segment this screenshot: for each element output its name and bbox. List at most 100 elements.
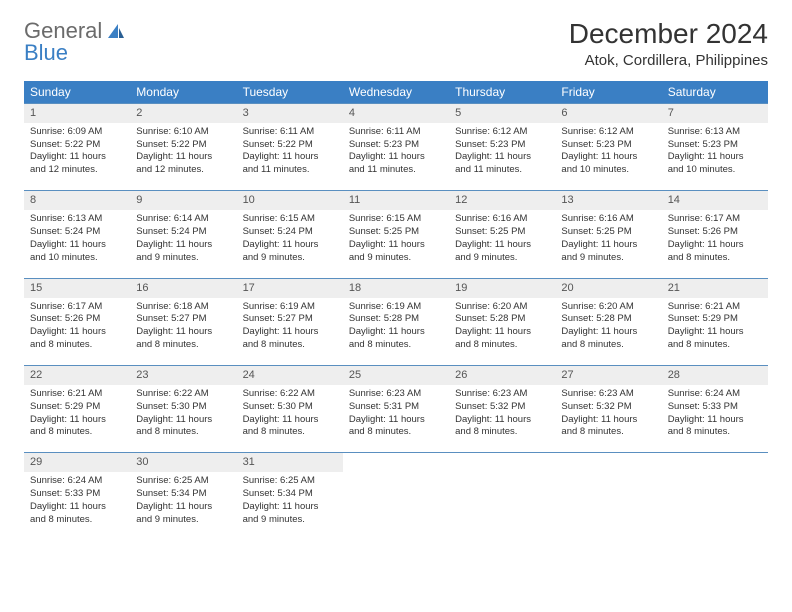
sunset-text: Sunset: 5:29 PM: [668, 313, 762, 326]
day-number: 13: [555, 191, 661, 210]
daylight-text: Daylight: 11 hours and 8 minutes.: [561, 414, 655, 440]
day-number: 17: [237, 278, 343, 297]
daylight-text: Daylight: 11 hours and 9 minutes.: [561, 239, 655, 265]
header: General December 2024 Atok, Cordillera, …: [24, 18, 768, 69]
daylight-text: Daylight: 11 hours and 8 minutes.: [349, 326, 443, 352]
weekday-header: Thursday: [449, 81, 555, 104]
day-number: 23: [130, 366, 236, 385]
day-number: 27: [555, 366, 661, 385]
sunset-text: Sunset: 5:27 PM: [243, 313, 337, 326]
sunrise-text: Sunrise: 6:23 AM: [455, 388, 549, 401]
sunset-text: Sunset: 5:28 PM: [349, 313, 443, 326]
sunrise-text: Sunrise: 6:19 AM: [349, 301, 443, 314]
logo-line2: Blue: [24, 40, 68, 66]
day-number: [449, 453, 555, 472]
sunrise-text: Sunrise: 6:22 AM: [136, 388, 230, 401]
sunset-text: Sunset: 5:33 PM: [668, 401, 762, 414]
sunset-text: Sunset: 5:22 PM: [30, 139, 124, 152]
location: Atok, Cordillera, Philippines: [569, 52, 768, 69]
day-number: 9: [130, 191, 236, 210]
daylight-text: Daylight: 11 hours and 8 minutes.: [668, 414, 762, 440]
weekday-header: Saturday: [662, 81, 768, 104]
day-cell: Sunrise: 6:11 AMSunset: 5:23 PMDaylight:…: [343, 123, 449, 191]
logo-text-2: Blue: [24, 40, 68, 66]
calendar-table: Sunday Monday Tuesday Wednesday Thursday…: [24, 81, 768, 540]
weekday-header: Monday: [130, 81, 236, 104]
sunrise-text: Sunrise: 6:15 AM: [243, 213, 337, 226]
daylight-text: Daylight: 11 hours and 9 minutes.: [243, 501, 337, 527]
day-cell: Sunrise: 6:20 AMSunset: 5:28 PMDaylight:…: [555, 298, 661, 366]
day-cell: Sunrise: 6:24 AMSunset: 5:33 PMDaylight:…: [24, 472, 130, 540]
day-number: 25: [343, 366, 449, 385]
daylight-text: Daylight: 11 hours and 8 minutes.: [349, 414, 443, 440]
daylight-text: Daylight: 11 hours and 9 minutes.: [455, 239, 549, 265]
sunset-text: Sunset: 5:23 PM: [455, 139, 549, 152]
day-number: 3: [237, 104, 343, 123]
sunrise-text: Sunrise: 6:17 AM: [30, 301, 124, 314]
sunset-text: Sunset: 5:23 PM: [668, 139, 762, 152]
sunset-text: Sunset: 5:26 PM: [668, 226, 762, 239]
day-cell: Sunrise: 6:23 AMSunset: 5:31 PMDaylight:…: [343, 385, 449, 453]
content-row: Sunrise: 6:24 AMSunset: 5:33 PMDaylight:…: [24, 472, 768, 540]
daylight-text: Daylight: 11 hours and 9 minutes.: [349, 239, 443, 265]
day-cell: Sunrise: 6:15 AMSunset: 5:24 PMDaylight:…: [237, 210, 343, 278]
daylight-text: Daylight: 11 hours and 8 minutes.: [30, 414, 124, 440]
daylight-text: Daylight: 11 hours and 8 minutes.: [561, 326, 655, 352]
daylight-text: Daylight: 11 hours and 8 minutes.: [668, 239, 762, 265]
day-cell: Sunrise: 6:21 AMSunset: 5:29 PMDaylight:…: [662, 298, 768, 366]
sunset-text: Sunset: 5:32 PM: [455, 401, 549, 414]
sunrise-text: Sunrise: 6:19 AM: [243, 301, 337, 314]
day-cell: Sunrise: 6:17 AMSunset: 5:26 PMDaylight:…: [662, 210, 768, 278]
day-cell: Sunrise: 6:16 AMSunset: 5:25 PMDaylight:…: [555, 210, 661, 278]
daylight-text: Daylight: 11 hours and 8 minutes.: [455, 326, 549, 352]
day-number: 31: [237, 453, 343, 472]
day-cell: Sunrise: 6:09 AMSunset: 5:22 PMDaylight:…: [24, 123, 130, 191]
sunset-text: Sunset: 5:33 PM: [30, 488, 124, 501]
day-cell: Sunrise: 6:13 AMSunset: 5:24 PMDaylight:…: [24, 210, 130, 278]
sunset-text: Sunset: 5:24 PM: [243, 226, 337, 239]
sunrise-text: Sunrise: 6:15 AM: [349, 213, 443, 226]
sunset-text: Sunset: 5:23 PM: [349, 139, 443, 152]
sunrise-text: Sunrise: 6:11 AM: [349, 126, 443, 139]
day-cell: Sunrise: 6:14 AMSunset: 5:24 PMDaylight:…: [130, 210, 236, 278]
day-cell: Sunrise: 6:19 AMSunset: 5:28 PMDaylight:…: [343, 298, 449, 366]
day-number: [555, 453, 661, 472]
sunrise-text: Sunrise: 6:13 AM: [30, 213, 124, 226]
daylight-text: Daylight: 11 hours and 8 minutes.: [455, 414, 549, 440]
day-cell: Sunrise: 6:22 AMSunset: 5:30 PMDaylight:…: [237, 385, 343, 453]
day-number: 8: [24, 191, 130, 210]
sunrise-text: Sunrise: 6:22 AM: [243, 388, 337, 401]
sunset-text: Sunset: 5:28 PM: [561, 313, 655, 326]
day-number: 2: [130, 104, 236, 123]
daylight-text: Daylight: 11 hours and 9 minutes.: [243, 239, 337, 265]
sunrise-text: Sunrise: 6:13 AM: [668, 126, 762, 139]
sunrise-text: Sunrise: 6:24 AM: [668, 388, 762, 401]
day-cell: Sunrise: 6:25 AMSunset: 5:34 PMDaylight:…: [130, 472, 236, 540]
sunrise-text: Sunrise: 6:14 AM: [136, 213, 230, 226]
weekday-header: Friday: [555, 81, 661, 104]
day-cell: [343, 472, 449, 540]
day-cell: Sunrise: 6:12 AMSunset: 5:23 PMDaylight:…: [555, 123, 661, 191]
sunset-text: Sunset: 5:26 PM: [30, 313, 124, 326]
sunrise-text: Sunrise: 6:12 AM: [455, 126, 549, 139]
day-number: 18: [343, 278, 449, 297]
sunrise-text: Sunrise: 6:23 AM: [561, 388, 655, 401]
daynum-row: 1234567: [24, 104, 768, 123]
daylight-text: Daylight: 11 hours and 8 minutes.: [243, 414, 337, 440]
sunset-text: Sunset: 5:31 PM: [349, 401, 443, 414]
daylight-text: Daylight: 11 hours and 12 minutes.: [136, 151, 230, 177]
daylight-text: Daylight: 11 hours and 11 minutes.: [455, 151, 549, 177]
day-number: 21: [662, 278, 768, 297]
day-number: 30: [130, 453, 236, 472]
weekday-header: Tuesday: [237, 81, 343, 104]
daylight-text: Daylight: 11 hours and 9 minutes.: [136, 501, 230, 527]
day-number: 16: [130, 278, 236, 297]
day-cell: Sunrise: 6:10 AMSunset: 5:22 PMDaylight:…: [130, 123, 236, 191]
sunset-text: Sunset: 5:29 PM: [30, 401, 124, 414]
daylight-text: Daylight: 11 hours and 9 minutes.: [136, 239, 230, 265]
daylight-text: Daylight: 11 hours and 10 minutes.: [561, 151, 655, 177]
logo-sail-icon: [106, 22, 126, 40]
sunrise-text: Sunrise: 6:21 AM: [30, 388, 124, 401]
daylight-text: Daylight: 11 hours and 10 minutes.: [668, 151, 762, 177]
sunrise-text: Sunrise: 6:25 AM: [243, 475, 337, 488]
